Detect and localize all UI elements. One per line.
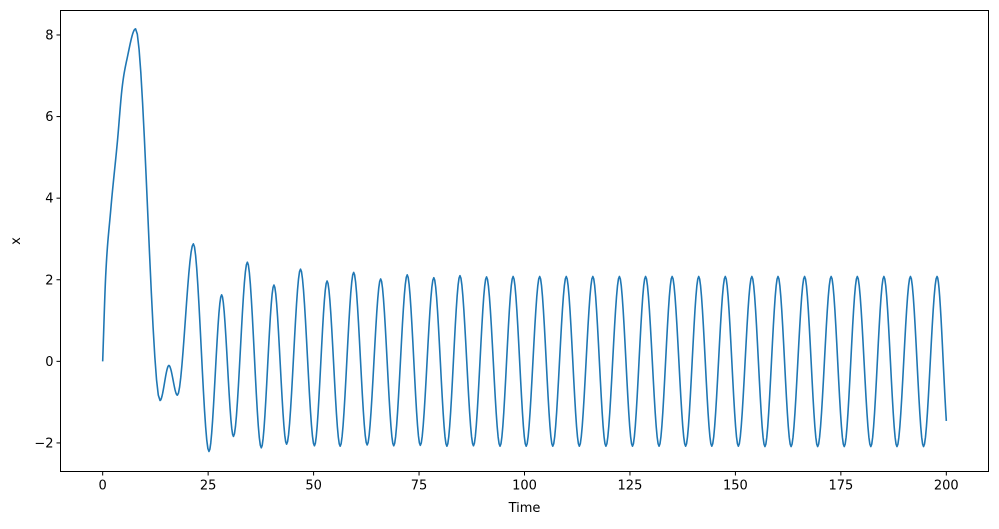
y-axis-label: x — [9, 237, 24, 245]
y-tick-label: 8 — [45, 28, 53, 43]
x-tick-label: 125 — [618, 479, 643, 494]
series-line — [101, 28, 948, 453]
plot-frame — [60, 10, 989, 472]
x-tick-label: 0 — [99, 479, 107, 494]
x-tick-label: 50 — [305, 479, 322, 494]
x-tick-label: 100 — [512, 479, 537, 494]
y-tick-label: 4 — [45, 192, 53, 207]
y-tick-label: −2 — [34, 436, 53, 451]
x-tick-label: 175 — [828, 479, 853, 494]
y-tick-label: 0 — [45, 355, 53, 370]
x-axis-label: Time — [508, 501, 541, 516]
x-tick-label: 200 — [934, 479, 959, 494]
y-axis-ticks: −2 0 2 4 6 8 — [34, 28, 61, 451]
y-tick-label: 6 — [45, 110, 53, 125]
x-tick-label: 25 — [200, 479, 217, 494]
x-axis-ticks: 0 25 50 75 100 125 150 175 200 — [99, 471, 959, 494]
x-tick-label: 150 — [723, 479, 748, 494]
x-tick-label: 75 — [411, 479, 428, 494]
y-tick-label: 2 — [45, 273, 53, 288]
